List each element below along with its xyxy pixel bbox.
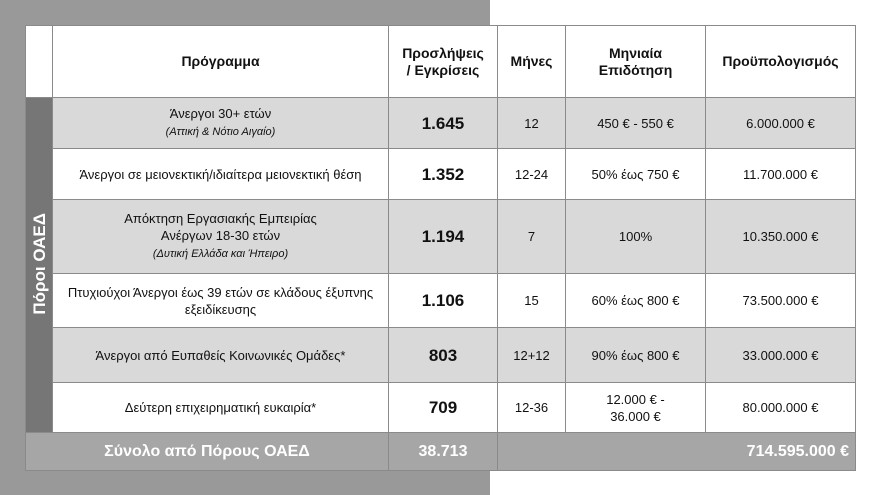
- table-row: Άνεργοι σε μειονεκτική/ιδιαίτερα μειονεκ…: [26, 148, 856, 200]
- hires-cell: 709: [388, 382, 498, 433]
- subsidy-cell: 100%: [565, 199, 706, 274]
- months-cell: 7: [497, 199, 566, 274]
- months-cell: 12-36: [497, 382, 566, 433]
- subsidy-cell: 12.000 € - 36.000 €: [565, 382, 706, 433]
- subsidy-cell: 450 € - 550 €: [565, 97, 706, 149]
- subsidy-cell: 50% έως 750 €: [565, 148, 706, 200]
- table-row: Πτυχιούχοι Άνεργοι έως 39 ετών σε κλάδου…: [26, 273, 856, 328]
- hires-cell: 1.645: [388, 97, 498, 149]
- header-subsidy: Μηνιαία Επιδότηση: [565, 25, 706, 98]
- months-cell: 15: [497, 273, 566, 328]
- total-row: Σύνολο από Πόρους ΟΑΕΔ 38.713 714.595.00…: [25, 432, 856, 471]
- budget-cell: 33.000.000 €: [705, 327, 856, 383]
- side-label: Πόροι ΟΑΕΔ: [25, 97, 53, 433]
- corner-cell: [25, 25, 53, 98]
- budget-cell: 11.700.000 €: [705, 148, 856, 200]
- table-row: Πόροι ΟΑΕΔ Άνεργοι 30+ ετών (Αττική & Νότ…: [25, 97, 856, 433]
- header-budget: Προϋπολογισμός: [705, 25, 856, 98]
- program-cell: Δεύτερη επιχειρηματική ευκαιρία*: [52, 382, 389, 433]
- total-hires: 38.713: [388, 432, 498, 471]
- header-months: Μήνες: [497, 25, 566, 98]
- program-cell: Πτυχιούχοι Άνεργοι έως 39 ετών σε κλάδου…: [52, 273, 389, 328]
- hires-cell: 1.106: [388, 273, 498, 328]
- table-row: Απόκτηση Εργασιακής Εμπειρίας Ανέργων 18…: [26, 199, 856, 274]
- budget-cell: 73.500.000 €: [705, 273, 856, 328]
- program-cell: Άνεργοι σε μειονεκτική/ιδιαίτερα μειονεκ…: [52, 148, 389, 200]
- header-program: Πρόγραμμα: [52, 25, 389, 98]
- budget-cell: 10.350.000 €: [705, 199, 856, 274]
- subsidy-cell: 90% έως 800 €: [565, 327, 706, 383]
- months-cell: 12: [497, 97, 566, 149]
- hires-cell: 1.352: [388, 148, 498, 200]
- total-budget: 714.595.000 €: [497, 432, 856, 471]
- budget-cell: 6.000.000 €: [705, 97, 856, 149]
- hires-cell: 803: [388, 327, 498, 383]
- months-cell: 12+12: [497, 327, 566, 383]
- table-row: Δεύτερη επιχειρηματική ευκαιρία* 709 12-…: [26, 382, 856, 433]
- programs-table: Πρόγραμμα Προσλήψεις / Εγκρίσεις Μήνες Μη…: [25, 25, 856, 471]
- program-cell: Απόκτηση Εργασιακής Εμπειρίας Ανέργων 18…: [52, 199, 389, 274]
- total-label: Σύνολο από Πόρους ΟΑΕΔ: [25, 432, 389, 471]
- program-cell: Άνεργοι από Ευπαθείς Κοινωνικές Ομάδες*: [52, 327, 389, 383]
- program-cell: Άνεργοι 30+ ετών (Αττική & Νότιο Αιγαίο): [52, 97, 389, 149]
- header-hires: Προσλήψεις / Εγκρίσεις: [388, 25, 498, 98]
- hires-cell: 1.194: [388, 199, 498, 274]
- table-row: Άνεργοι από Ευπαθείς Κοινωνικές Ομάδες* …: [26, 327, 856, 383]
- months-cell: 12-24: [497, 148, 566, 200]
- subsidy-cell: 60% έως 800 €: [565, 273, 706, 328]
- budget-cell: 80.000.000 €: [705, 382, 856, 433]
- table-header: Πρόγραμμα Προσλήψεις / Εγκρίσεις Μήνες Μη…: [25, 25, 856, 98]
